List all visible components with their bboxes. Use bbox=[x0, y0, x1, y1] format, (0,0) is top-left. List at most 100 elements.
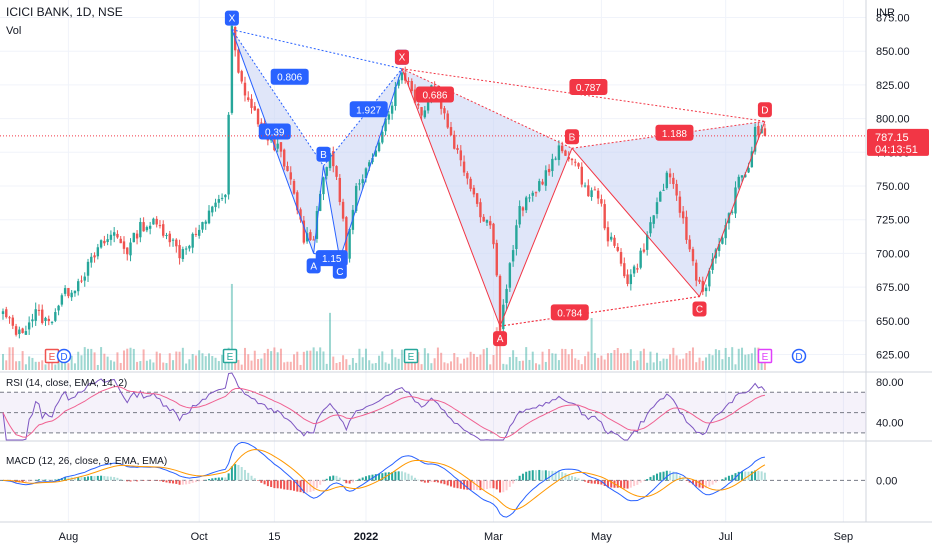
macd-histogram-bar bbox=[440, 480, 443, 484]
macd-histogram-bar bbox=[136, 480, 139, 482]
volume-bar bbox=[502, 363, 505, 370]
candle-body bbox=[99, 240, 103, 248]
volume-bar bbox=[129, 347, 132, 370]
candle-body bbox=[112, 232, 116, 236]
volume-bar bbox=[489, 364, 492, 370]
volume-bar bbox=[132, 348, 135, 370]
macd-histogram-bar bbox=[358, 478, 361, 481]
volume-bar bbox=[695, 362, 698, 370]
volume-bar bbox=[266, 348, 269, 370]
macd-histogram-bar bbox=[466, 480, 469, 490]
candle-body bbox=[737, 176, 740, 188]
volume-bar bbox=[198, 350, 201, 370]
candle-body bbox=[135, 233, 139, 239]
pattern-ratio-box bbox=[550, 304, 589, 321]
candle-body bbox=[753, 126, 757, 152]
candle-body bbox=[354, 185, 358, 211]
macd-title[interactable]: MACD (12, 26, close, 9, EMA, EMA) bbox=[6, 456, 167, 467]
volume-bar bbox=[67, 363, 70, 370]
macd-histogram-bar bbox=[662, 471, 665, 481]
macd-histogram-bar bbox=[355, 480, 358, 481]
price-tick-labels: 625.00650.00675.00700.00725.00750.00775.… bbox=[876, 13, 910, 362]
volume-bar bbox=[414, 357, 417, 370]
volume-bar bbox=[260, 358, 263, 370]
candle-body bbox=[639, 250, 642, 268]
candle-body bbox=[27, 322, 31, 330]
rsi-title[interactable]: RSI (14, close, EMA, 14, 2) bbox=[6, 378, 127, 389]
macd-histogram-bar bbox=[469, 480, 472, 491]
candle-body bbox=[253, 106, 256, 111]
volume-bar bbox=[685, 353, 688, 370]
dividend-marker bbox=[791, 348, 807, 364]
candle-body bbox=[672, 177, 675, 185]
volume-bar bbox=[230, 283, 233, 370]
candle-body bbox=[492, 223, 495, 245]
candle-body bbox=[292, 180, 296, 194]
candle-body bbox=[155, 218, 158, 225]
volume-bar bbox=[688, 350, 691, 370]
macd-histogram-bar bbox=[181, 480, 184, 485]
volume-bar bbox=[440, 352, 443, 370]
macd-histogram-bar bbox=[162, 480, 165, 482]
candle-body bbox=[139, 222, 142, 238]
macd-histogram-bar bbox=[499, 480, 502, 493]
candle-body bbox=[148, 225, 152, 229]
volume-bar bbox=[175, 351, 178, 370]
volume-label[interactable]: Vol bbox=[6, 25, 21, 37]
candle-body bbox=[475, 193, 479, 204]
macd-histogram-bar bbox=[172, 480, 175, 484]
volume-bar bbox=[364, 348, 367, 370]
grid bbox=[0, 0, 866, 522]
macd-histogram-bar bbox=[606, 480, 609, 488]
macd-histogram-bar bbox=[449, 480, 452, 487]
macd-histogram-bar bbox=[103, 476, 106, 481]
macd-histogram-bar bbox=[400, 471, 403, 481]
macd-histogram-bar bbox=[731, 474, 734, 481]
candle-body bbox=[420, 107, 423, 116]
macd-histogram-bar bbox=[191, 480, 194, 483]
candle-body bbox=[551, 158, 554, 172]
macd-histogram-bar bbox=[279, 480, 282, 489]
volume-bar bbox=[404, 358, 407, 370]
volume-bar bbox=[678, 359, 681, 370]
macd-histogram-bar bbox=[423, 480, 426, 483]
macd-histogram-bar bbox=[620, 480, 623, 489]
candle-body bbox=[498, 275, 502, 331]
candle-body bbox=[175, 239, 178, 247]
macd-histogram-bar bbox=[44, 479, 47, 481]
macd-histogram-bar bbox=[626, 480, 629, 489]
macd-histogram-bar bbox=[430, 480, 433, 483]
candle-body bbox=[37, 309, 41, 311]
volume-bar bbox=[201, 353, 204, 370]
macd-tick-label: 0.00 bbox=[876, 475, 897, 487]
macd-histogram-bar bbox=[132, 480, 135, 482]
volume-bar bbox=[420, 364, 423, 370]
macd-histogram-bar bbox=[459, 480, 462, 489]
macd-histogram-bar bbox=[309, 480, 312, 492]
candle-body bbox=[224, 194, 227, 198]
pattern-point-tag bbox=[564, 129, 579, 145]
volume-bar bbox=[37, 361, 40, 370]
macd-histogram-bar bbox=[247, 472, 250, 481]
symbol-title[interactable]: ICICI BANK, 1D, NSE bbox=[6, 5, 123, 19]
candle-body bbox=[704, 287, 708, 292]
volume-bar bbox=[338, 362, 341, 370]
macd-histogram-bar bbox=[600, 480, 603, 485]
macd-histogram-bar bbox=[109, 476, 112, 481]
volume-bar bbox=[270, 351, 273, 370]
macd-histogram-bar bbox=[456, 480, 459, 489]
macd-histogram-bar bbox=[214, 477, 217, 481]
macd-histogram-bar bbox=[253, 478, 256, 481]
candle-body bbox=[14, 326, 18, 335]
volume-bar bbox=[191, 354, 194, 370]
macd-histogram-bar bbox=[122, 480, 125, 481]
volume-bar bbox=[616, 347, 619, 370]
volume-bar bbox=[570, 348, 573, 370]
candle-body bbox=[207, 210, 211, 224]
candle-body bbox=[279, 142, 283, 152]
candle-body bbox=[410, 81, 413, 92]
candle-body bbox=[685, 216, 688, 240]
pattern-diagonal bbox=[401, 68, 573, 149]
